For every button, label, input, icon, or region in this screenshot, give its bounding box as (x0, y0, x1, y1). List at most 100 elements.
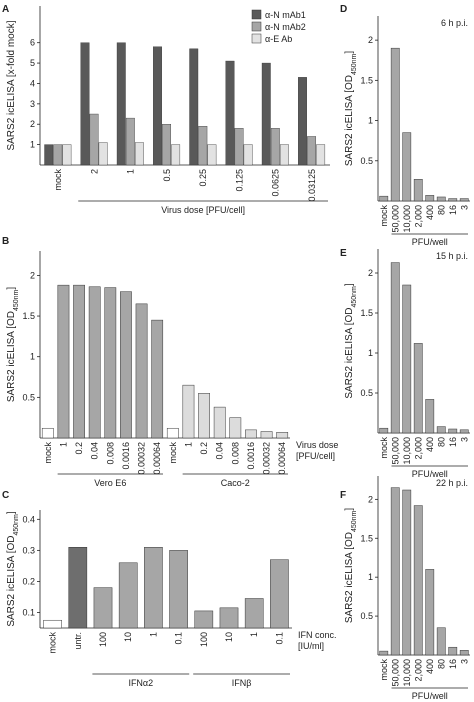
x-tick-label: 400 (425, 437, 435, 452)
bar (270, 559, 289, 629)
panel-letter: A (2, 4, 9, 15)
x-tick-label: 16 (448, 659, 458, 669)
panel-letter: B (2, 236, 9, 247)
y-axis-label-part: 450nm (13, 514, 20, 536)
bar (243, 144, 253, 166)
bar (162, 124, 172, 166)
y-axis-label-part: SARS2 icELISA [OD (344, 308, 355, 399)
x-tick-label: mock (379, 205, 389, 227)
annotation: [PFU/cell] (296, 451, 335, 461)
x-tick-label: mock (43, 442, 53, 464)
y-tick-label: 1.5 (360, 75, 373, 85)
x-tick-label: 50,000 (390, 659, 400, 687)
bar (89, 113, 99, 166)
bar (88, 286, 101, 439)
bar (413, 343, 423, 434)
x-tick-label: 2 (89, 169, 99, 174)
x-tick-label: 1 (183, 442, 193, 447)
y-tick-label: 0.2 (22, 576, 35, 586)
legend-label: α-N mAb1 (265, 10, 306, 20)
bar (244, 598, 264, 629)
x-tick-label: 10,000 (402, 659, 412, 687)
bar (104, 287, 117, 439)
bar (234, 128, 244, 166)
bar (448, 428, 458, 434)
y-tick-label: 1.5 (22, 311, 35, 321)
bar (219, 607, 239, 629)
bar (116, 42, 126, 166)
bar (448, 646, 458, 656)
x-tick-label: 0.008 (230, 442, 240, 465)
bar (436, 627, 446, 656)
panel-letter: F (340, 490, 346, 501)
x-tick-label: 0.04 (215, 442, 225, 460)
x-tick-label: 2,000 (413, 437, 423, 460)
bar (425, 195, 435, 202)
x-tick-label: 0.0016 (121, 442, 131, 470)
bar (402, 284, 412, 434)
annotation: Virus dose (296, 440, 338, 450)
bar (459, 429, 469, 434)
group-label: Vero E6 (94, 478, 126, 488)
y-tick-label: 6 (30, 38, 35, 48)
bar (390, 262, 400, 434)
bar (98, 142, 108, 166)
panel-note: 22 h p.i. (436, 478, 468, 488)
y-axis-label: SARS2 icELISA [x-fold mock] (6, 20, 17, 150)
bar (379, 650, 389, 656)
group-label: PFU/well (412, 469, 448, 479)
x-tick-label: 80 (436, 437, 446, 447)
bar (153, 46, 162, 166)
bar (276, 432, 289, 439)
bar (144, 547, 163, 629)
y-axis-label-part: ] (6, 511, 17, 514)
legend-swatch (251, 9, 262, 20)
annotation: [IU/ml] (298, 641, 324, 651)
bar (261, 62, 271, 166)
x-tick-label: 80 (436, 205, 446, 215)
x-tick-label: 0.03125 (307, 169, 317, 202)
y-tick-label: 1.5 (360, 308, 373, 318)
x-tick-label: 0.2 (199, 442, 209, 455)
x-tick-label: 0.00032 (137, 442, 147, 475)
bar (166, 427, 179, 439)
y-tick-label: 0.1 (22, 607, 35, 617)
bar (62, 144, 72, 166)
bar (151, 319, 164, 439)
x-tick-label: mock (168, 442, 178, 464)
x-tick-label: 16 (448, 205, 458, 215)
bar (436, 426, 446, 434)
panel-letter: D (340, 4, 347, 15)
bar (198, 126, 208, 166)
y-tick-label: 0.5 (360, 611, 373, 621)
bar (68, 547, 88, 629)
bar (402, 132, 412, 202)
x-tick-label: 400 (425, 659, 435, 674)
x-tick-label: 0.0016 (246, 442, 256, 470)
y-axis-label-part: ] (344, 283, 355, 286)
y-tick-label: 2 (368, 35, 373, 45)
bar (413, 179, 423, 202)
bar (189, 48, 199, 166)
x-tick-label: 100 (98, 632, 108, 647)
legend-swatch (251, 33, 262, 44)
x-tick-label: 1 (58, 442, 68, 447)
legend-label: α-E Ab (265, 34, 292, 44)
y-axis-label-part: SARS2 icELISA [OD (6, 311, 17, 402)
x-tick-label: 1 (249, 632, 259, 637)
group-label: Virus dose [PFU/cell] (161, 205, 245, 215)
bar (93, 587, 113, 629)
x-tick-label: 0.008 (105, 442, 115, 465)
bar (413, 505, 423, 656)
bar (43, 619, 62, 629)
y-axis-label: SARS2 icELISA [OD450nm] (344, 283, 358, 399)
x-tick-label: 100 (199, 632, 209, 647)
legend-swatch (251, 21, 262, 32)
y-tick-label: 0.5 (22, 392, 35, 402)
bar (171, 144, 181, 166)
bar (135, 303, 148, 439)
bar (134, 142, 144, 166)
bar (436, 196, 446, 202)
bar (390, 487, 400, 656)
